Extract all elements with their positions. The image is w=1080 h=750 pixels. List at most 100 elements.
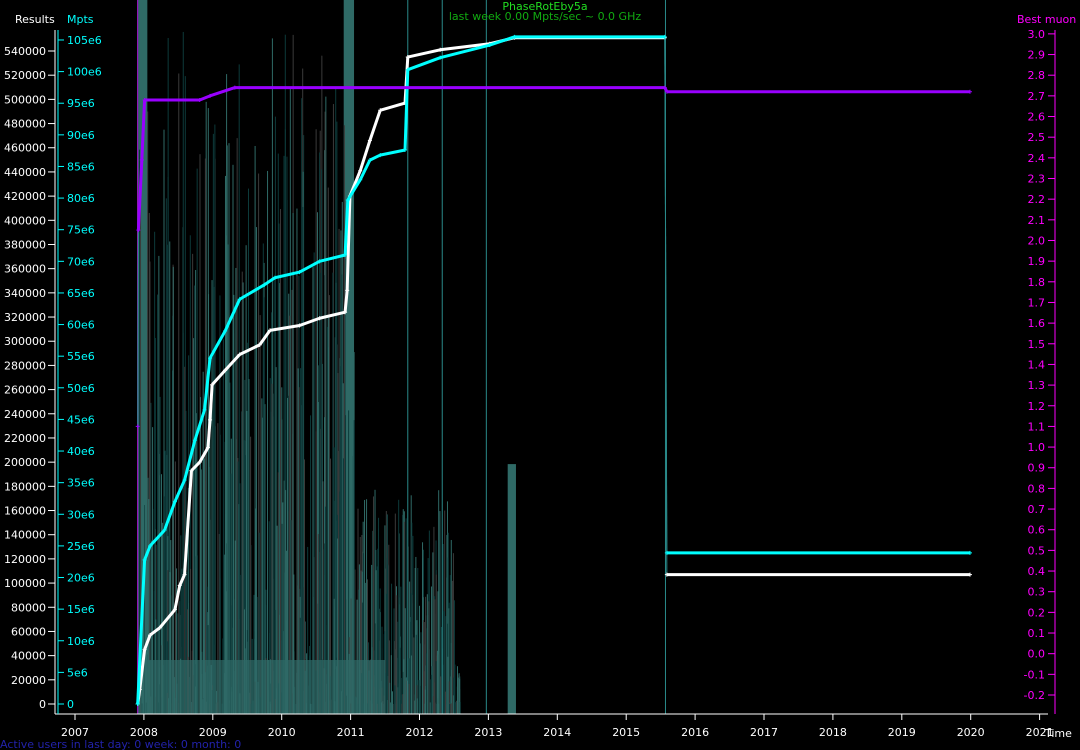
activity-bar — [324, 543, 326, 714]
series-segment — [206, 419, 212, 448]
activity-bar — [233, 294, 235, 714]
activity-bar — [400, 677, 402, 714]
muon-tick-label: 2.4 — [1028, 152, 1046, 165]
data-point-marker — [317, 259, 322, 264]
x-tick-label: 2007 — [61, 726, 89, 739]
activity-bar — [405, 518, 407, 714]
activity-bar — [284, 129, 286, 715]
activity-bar — [387, 564, 389, 714]
series — [135, 34, 973, 706]
mpts-tick-label: 35e6 — [67, 477, 95, 490]
activity-bar — [195, 270, 197, 714]
activity-bar — [357, 508, 359, 714]
activity-bar — [226, 235, 228, 714]
activity-bar — [418, 680, 420, 714]
activity-bar — [442, 543, 444, 714]
series-segment — [138, 649, 147, 690]
activity-bar — [416, 698, 418, 714]
activity-bar — [394, 685, 396, 714]
activity-bar — [192, 253, 194, 714]
mpts-tick-label: 65e6 — [67, 287, 95, 300]
activity-bar — [269, 378, 271, 714]
series-segment — [358, 159, 372, 181]
activity-bar — [374, 489, 376, 714]
activity-bar — [184, 366, 186, 714]
activity-bar — [418, 605, 420, 714]
activity-band — [507, 464, 516, 714]
activity-bar — [218, 534, 220, 714]
activity-bar — [425, 596, 427, 714]
data-point-marker — [172, 499, 177, 504]
activity-bar — [430, 674, 432, 714]
activity-bar — [452, 553, 454, 714]
data-point-marker — [197, 97, 202, 102]
activity-bar — [400, 586, 402, 714]
activity-bar — [262, 243, 264, 715]
activity-bar — [289, 88, 291, 714]
activity-bar — [447, 557, 449, 714]
muon-tick-label: 0.3 — [1028, 586, 1046, 599]
activity-bar — [457, 677, 459, 714]
results-tick-label: 300000 — [4, 335, 46, 348]
activity-bar — [422, 620, 424, 714]
muon-tick-label: 1.0 — [1028, 441, 1046, 454]
activity-bar — [164, 450, 166, 714]
data-point-marker — [182, 478, 187, 483]
results-tick-label: 260000 — [4, 384, 46, 397]
activity-bar — [277, 153, 279, 715]
activity-bar — [408, 683, 410, 714]
activity-bar — [267, 170, 269, 715]
results-tick-label: 200000 — [4, 456, 46, 469]
series-segment — [319, 310, 346, 320]
activity-bar — [440, 676, 442, 714]
activity-bar — [172, 315, 174, 714]
mpts-tick-label: 15e6 — [67, 603, 95, 616]
activity-bar — [224, 175, 226, 714]
activity-bar — [420, 632, 422, 714]
activity-bar — [379, 588, 381, 714]
results-tick-label: 480000 — [4, 118, 46, 131]
series-segment — [173, 479, 186, 503]
x-tick-label: 2021 — [1026, 726, 1054, 739]
activity-bar — [303, 135, 305, 714]
activity-bar — [242, 282, 244, 714]
activity-bar — [456, 700, 458, 714]
activity-bar — [147, 477, 149, 714]
activity-bar — [403, 659, 405, 714]
activity-bar — [448, 681, 450, 714]
activity-bar — [338, 228, 340, 714]
data-point-marker — [267, 328, 272, 333]
muon-series — [135, 85, 973, 429]
activity-bar — [402, 509, 404, 714]
activity-bar — [362, 602, 364, 714]
activity-bar — [244, 440, 246, 714]
activity-bar — [261, 417, 263, 714]
activity-bar — [248, 379, 250, 714]
series-segment — [263, 276, 276, 286]
activity-bar — [289, 315, 291, 714]
activity-bar — [360, 570, 362, 714]
muon-tick-label: 0.9 — [1028, 462, 1046, 475]
activity-bar — [169, 572, 171, 714]
mpts-tick-label: 90e6 — [67, 129, 95, 142]
activity-bar — [313, 252, 315, 715]
activity-bar — [338, 450, 340, 714]
activity-bar — [389, 640, 391, 714]
x-tick-label: 2013 — [474, 726, 502, 739]
series-segment — [199, 94, 211, 102]
mpts-tick-label: 105e6 — [67, 34, 102, 47]
activity-bar — [228, 143, 230, 715]
mpts-tick-label: 5e6 — [67, 666, 88, 679]
activity-bar — [168, 531, 170, 714]
activity-bar — [390, 655, 392, 714]
activity-bar — [243, 440, 245, 714]
activity-bar — [258, 173, 260, 714]
activity-bar — [438, 703, 440, 714]
muon-tick-label: 2.9 — [1028, 49, 1046, 62]
activity-bar — [200, 469, 202, 714]
activity-bar — [433, 526, 435, 714]
activity-bar — [439, 511, 441, 714]
series-segment — [210, 369, 227, 386]
activity-bar — [285, 490, 287, 714]
activity-bar — [273, 430, 275, 714]
